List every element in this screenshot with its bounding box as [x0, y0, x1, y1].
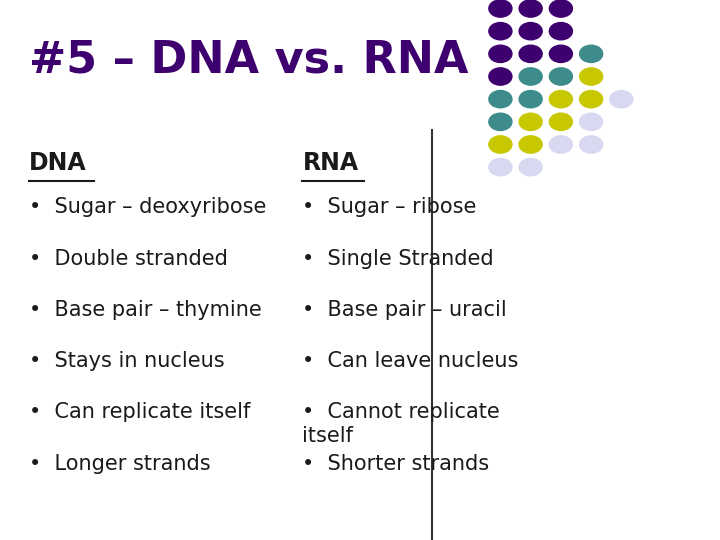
Text: •  Sugar – deoxyribose: • Sugar – deoxyribose	[29, 197, 266, 218]
Circle shape	[489, 136, 512, 153]
Circle shape	[489, 0, 512, 17]
Circle shape	[489, 113, 512, 131]
Circle shape	[519, 91, 542, 108]
Text: •  Base pair – thymine: • Base pair – thymine	[29, 300, 261, 320]
Circle shape	[519, 68, 542, 85]
Circle shape	[489, 159, 512, 176]
Text: RNA: RNA	[302, 152, 359, 176]
Text: •  Can replicate itself: • Can replicate itself	[29, 402, 250, 422]
Text: •  Double stranded: • Double stranded	[29, 248, 228, 268]
Circle shape	[489, 23, 512, 40]
Circle shape	[580, 113, 603, 131]
Circle shape	[549, 0, 572, 17]
Circle shape	[549, 23, 572, 40]
Circle shape	[489, 68, 512, 85]
Circle shape	[580, 45, 603, 63]
Text: •  Shorter strands: • Shorter strands	[302, 454, 490, 474]
Text: •  Can leave nucleus: • Can leave nucleus	[302, 351, 519, 371]
Circle shape	[580, 91, 603, 108]
Circle shape	[549, 136, 572, 153]
Circle shape	[519, 113, 542, 131]
Text: •  Longer strands: • Longer strands	[29, 454, 210, 474]
Circle shape	[549, 68, 572, 85]
Circle shape	[489, 91, 512, 108]
Text: •  Cannot replicate
itself: • Cannot replicate itself	[302, 402, 500, 446]
Circle shape	[519, 136, 542, 153]
Circle shape	[489, 45, 512, 63]
Circle shape	[519, 45, 542, 63]
Circle shape	[519, 23, 542, 40]
Circle shape	[580, 136, 603, 153]
Text: •  Single Stranded: • Single Stranded	[302, 248, 494, 268]
Circle shape	[549, 45, 572, 63]
Circle shape	[549, 113, 572, 131]
Circle shape	[580, 68, 603, 85]
Circle shape	[519, 0, 542, 17]
Circle shape	[549, 91, 572, 108]
Text: •  Sugar – ribose: • Sugar – ribose	[302, 197, 477, 218]
Text: DNA: DNA	[29, 152, 86, 176]
Circle shape	[610, 91, 633, 108]
Text: •  Base pair – uracil: • Base pair – uracil	[302, 300, 507, 320]
Text: #5 – DNA vs. RNA: #5 – DNA vs. RNA	[29, 38, 468, 81]
Circle shape	[519, 159, 542, 176]
Text: •  Stays in nucleus: • Stays in nucleus	[29, 351, 225, 371]
